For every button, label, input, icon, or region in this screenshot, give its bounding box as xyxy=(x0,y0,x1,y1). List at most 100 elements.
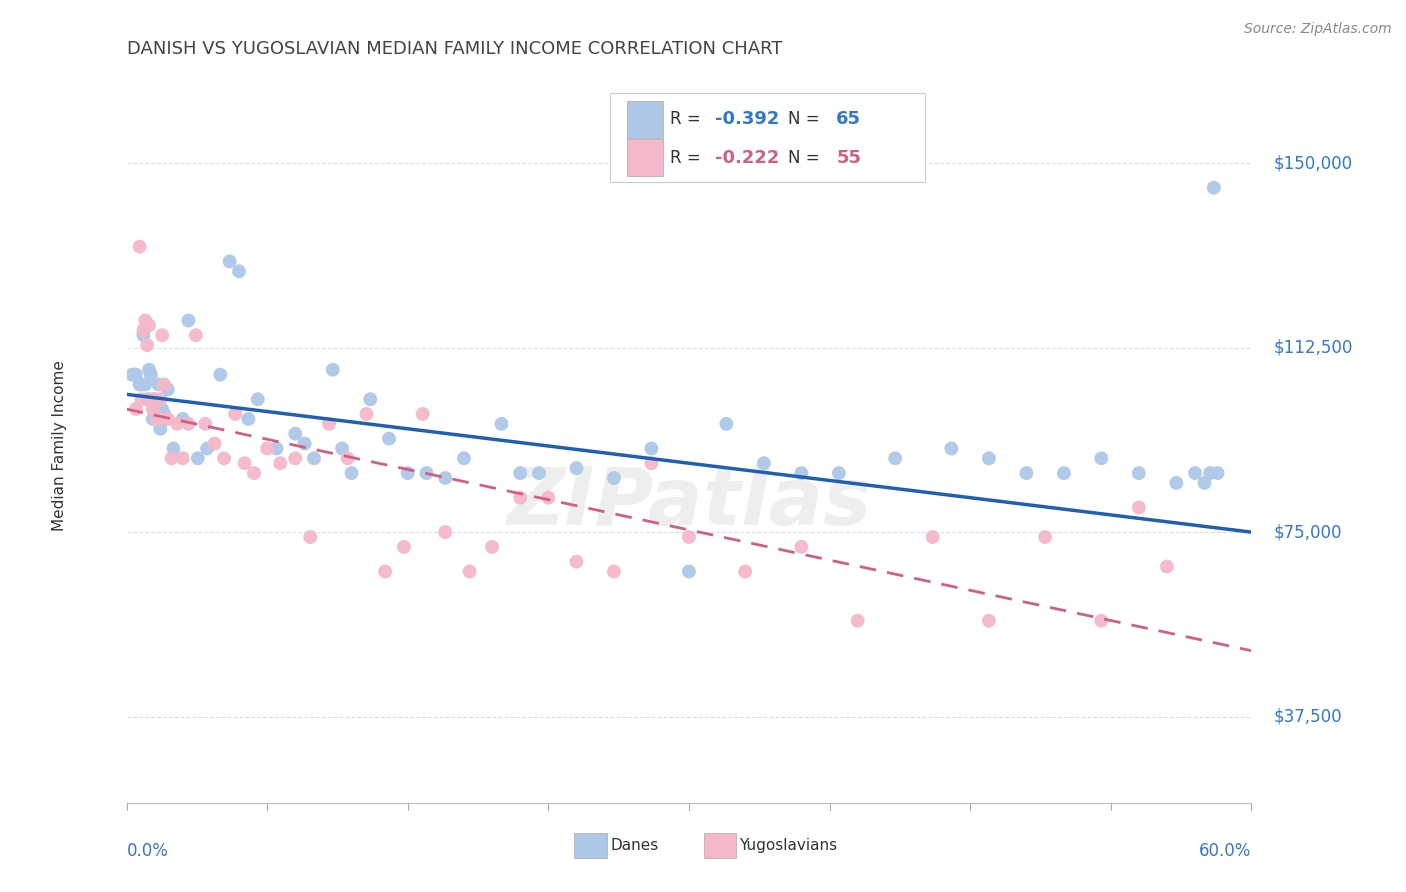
Text: R =: R = xyxy=(669,111,706,128)
Point xyxy=(640,456,662,470)
Text: DANISH VS YUGOSLAVIAN MEDIAN FAMILY INCOME CORRELATION CHART: DANISH VS YUGOSLAVIAN MEDIAN FAMILY INCO… xyxy=(127,40,782,58)
Point xyxy=(204,436,226,450)
Text: Danes: Danes xyxy=(610,838,658,853)
Point xyxy=(269,456,291,470)
Point xyxy=(1015,466,1038,480)
Point xyxy=(1166,475,1188,490)
Point xyxy=(131,392,153,407)
Text: N =: N = xyxy=(787,111,825,128)
Text: 60.0%: 60.0% xyxy=(1199,842,1251,860)
Point xyxy=(481,540,503,554)
Point xyxy=(132,328,155,343)
Point xyxy=(256,442,278,456)
Point xyxy=(396,466,419,480)
Point xyxy=(509,466,531,480)
Text: Source: ZipAtlas.com: Source: ZipAtlas.com xyxy=(1244,22,1392,37)
Point xyxy=(828,466,851,480)
Point xyxy=(138,318,160,333)
Point xyxy=(412,407,434,421)
Text: 65: 65 xyxy=(837,111,862,128)
Point xyxy=(941,442,963,456)
Point xyxy=(678,530,700,544)
FancyBboxPatch shape xyxy=(627,139,664,177)
Point xyxy=(145,402,167,417)
Point xyxy=(172,451,194,466)
Point xyxy=(294,436,316,450)
Point xyxy=(243,466,266,480)
Point xyxy=(790,540,813,554)
Point xyxy=(134,377,156,392)
Point xyxy=(716,417,738,431)
Point xyxy=(318,417,340,431)
Point xyxy=(136,392,159,407)
Point xyxy=(392,540,415,554)
Point xyxy=(177,417,200,431)
Point xyxy=(977,451,1000,466)
Point xyxy=(195,442,218,456)
Point xyxy=(284,426,307,441)
Text: ZIPatlas: ZIPatlas xyxy=(506,464,872,542)
Point xyxy=(177,313,200,327)
Point xyxy=(1053,466,1076,480)
Point xyxy=(1206,466,1229,480)
Point xyxy=(142,402,165,417)
FancyBboxPatch shape xyxy=(703,833,737,858)
Point xyxy=(1033,530,1056,544)
Text: R =: R = xyxy=(669,149,706,167)
Point xyxy=(734,565,756,579)
Point xyxy=(128,240,150,254)
Point xyxy=(160,451,183,466)
Text: $150,000: $150,000 xyxy=(1274,154,1353,172)
Point xyxy=(790,466,813,480)
Text: -0.222: -0.222 xyxy=(714,149,779,167)
Point xyxy=(458,565,481,579)
Text: N =: N = xyxy=(787,149,825,167)
Point xyxy=(139,368,162,382)
Point xyxy=(415,466,437,480)
Point xyxy=(1184,466,1206,480)
Point xyxy=(565,461,588,475)
Point xyxy=(153,407,176,421)
Point xyxy=(194,417,217,431)
Point xyxy=(527,466,550,480)
Point xyxy=(336,451,359,466)
Point xyxy=(884,451,907,466)
Point xyxy=(921,530,943,544)
Point xyxy=(302,451,325,466)
Point xyxy=(228,264,250,278)
Point xyxy=(162,442,184,456)
Point xyxy=(150,328,173,343)
Point xyxy=(143,392,166,407)
Point xyxy=(322,362,344,376)
Text: 55: 55 xyxy=(837,149,862,167)
Point xyxy=(149,392,172,407)
Point xyxy=(134,313,156,327)
Point xyxy=(125,368,148,382)
Point xyxy=(491,417,513,431)
Point xyxy=(153,377,176,392)
Point xyxy=(139,392,162,407)
Point xyxy=(148,412,170,426)
Point xyxy=(977,614,1000,628)
Point xyxy=(509,491,531,505)
Point xyxy=(1090,451,1112,466)
Point xyxy=(156,383,179,397)
Point xyxy=(150,402,173,417)
Point xyxy=(640,442,662,456)
Point xyxy=(356,407,378,421)
Point xyxy=(1090,614,1112,628)
Point xyxy=(224,407,246,421)
Point xyxy=(172,412,194,426)
Point xyxy=(434,471,457,485)
Point xyxy=(266,442,288,456)
Point xyxy=(752,456,775,470)
Text: $37,500: $37,500 xyxy=(1274,707,1343,726)
Point xyxy=(1128,466,1150,480)
Point xyxy=(359,392,381,407)
Point xyxy=(1128,500,1150,515)
Point xyxy=(187,451,209,466)
Text: Median Family Income: Median Family Income xyxy=(52,360,66,532)
Point xyxy=(1202,180,1225,194)
Point xyxy=(340,466,363,480)
Text: Yugoslavians: Yugoslavians xyxy=(740,838,838,853)
